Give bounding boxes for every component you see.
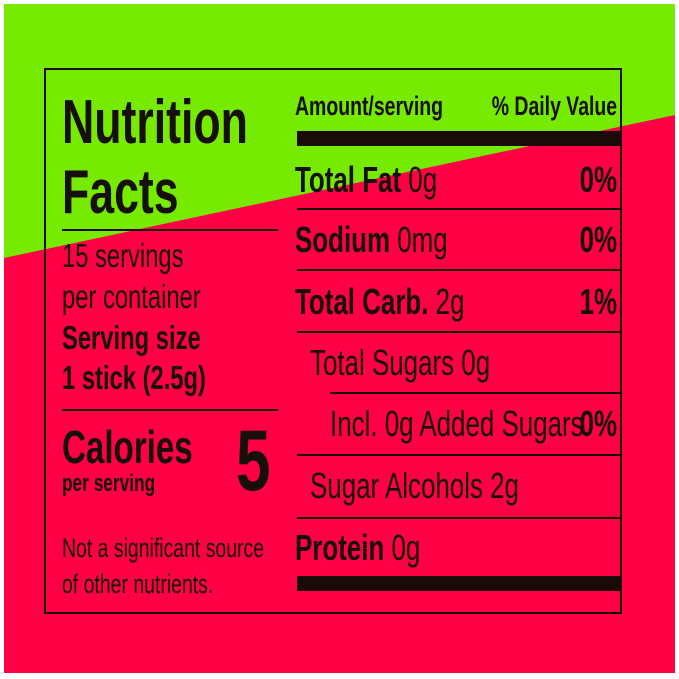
serving-size-value: 1 stick (2.5g)	[62, 359, 206, 396]
nutrient-amount: 0mg	[397, 219, 448, 260]
nutrition-facts-panel	[44, 68, 622, 614]
dv-sodium: 0%	[579, 219, 617, 260]
servings-per-container-line2: per container	[62, 278, 201, 315]
footnote-line1: Not a significant source	[62, 533, 265, 563]
footnote-line2: of other nutrients.	[62, 569, 214, 599]
row-added-sugars: Incl. 0g Added Sugars	[330, 403, 584, 444]
header-daily-value: % Daily Value	[491, 91, 617, 121]
thick-bar-top	[297, 131, 620, 146]
separator-row	[297, 331, 620, 333]
row-total-sugars: Total Sugars 0g	[310, 342, 491, 383]
dv-total-fat: 0%	[579, 159, 617, 200]
row-sugar-alcohols: Sugar Alcohols 2g	[310, 465, 519, 506]
calories-value: 5	[236, 413, 271, 509]
calories-label: Calories	[62, 421, 193, 473]
nutrient-amount: 0g	[391, 527, 421, 568]
calories-per-serving: per serving	[62, 470, 156, 497]
nutrient-amount: 2g	[435, 281, 465, 322]
nutrient-amount: 0g	[408, 159, 438, 200]
dv-added-sugars: 0%	[579, 403, 617, 444]
separator-title	[62, 229, 278, 231]
separator-row	[297, 517, 620, 519]
separator-row	[297, 269, 620, 271]
thick-bar-bottom	[297, 576, 620, 591]
row-total-carb: Total Carb. 2g	[295, 284, 464, 320]
separator-row-indented	[330, 392, 620, 394]
title-facts: Facts	[62, 158, 179, 227]
servings-per-container-line1: 15 servings	[62, 237, 184, 274]
row-sodium: Sodium 0mg	[295, 222, 448, 258]
separator-row	[297, 208, 620, 210]
nutrient-name: Sodium	[295, 219, 391, 260]
row-total-fat: Total Fat 0g	[295, 162, 437, 198]
title-nutrition: Nutrition	[62, 88, 248, 157]
dv-total-carb: 1%	[579, 281, 617, 322]
row-protein: Protein 0g	[295, 530, 420, 566]
nutrient-name: Total Fat	[295, 159, 402, 200]
nutrient-name: Protein	[295, 527, 385, 568]
nutrient-name: Total Carb.	[295, 281, 429, 322]
header-amount-per-serving: Amount/serving	[295, 91, 443, 121]
separator-serving	[62, 409, 278, 411]
separator-row	[297, 454, 620, 456]
serving-size-label: Serving size	[62, 319, 201, 356]
